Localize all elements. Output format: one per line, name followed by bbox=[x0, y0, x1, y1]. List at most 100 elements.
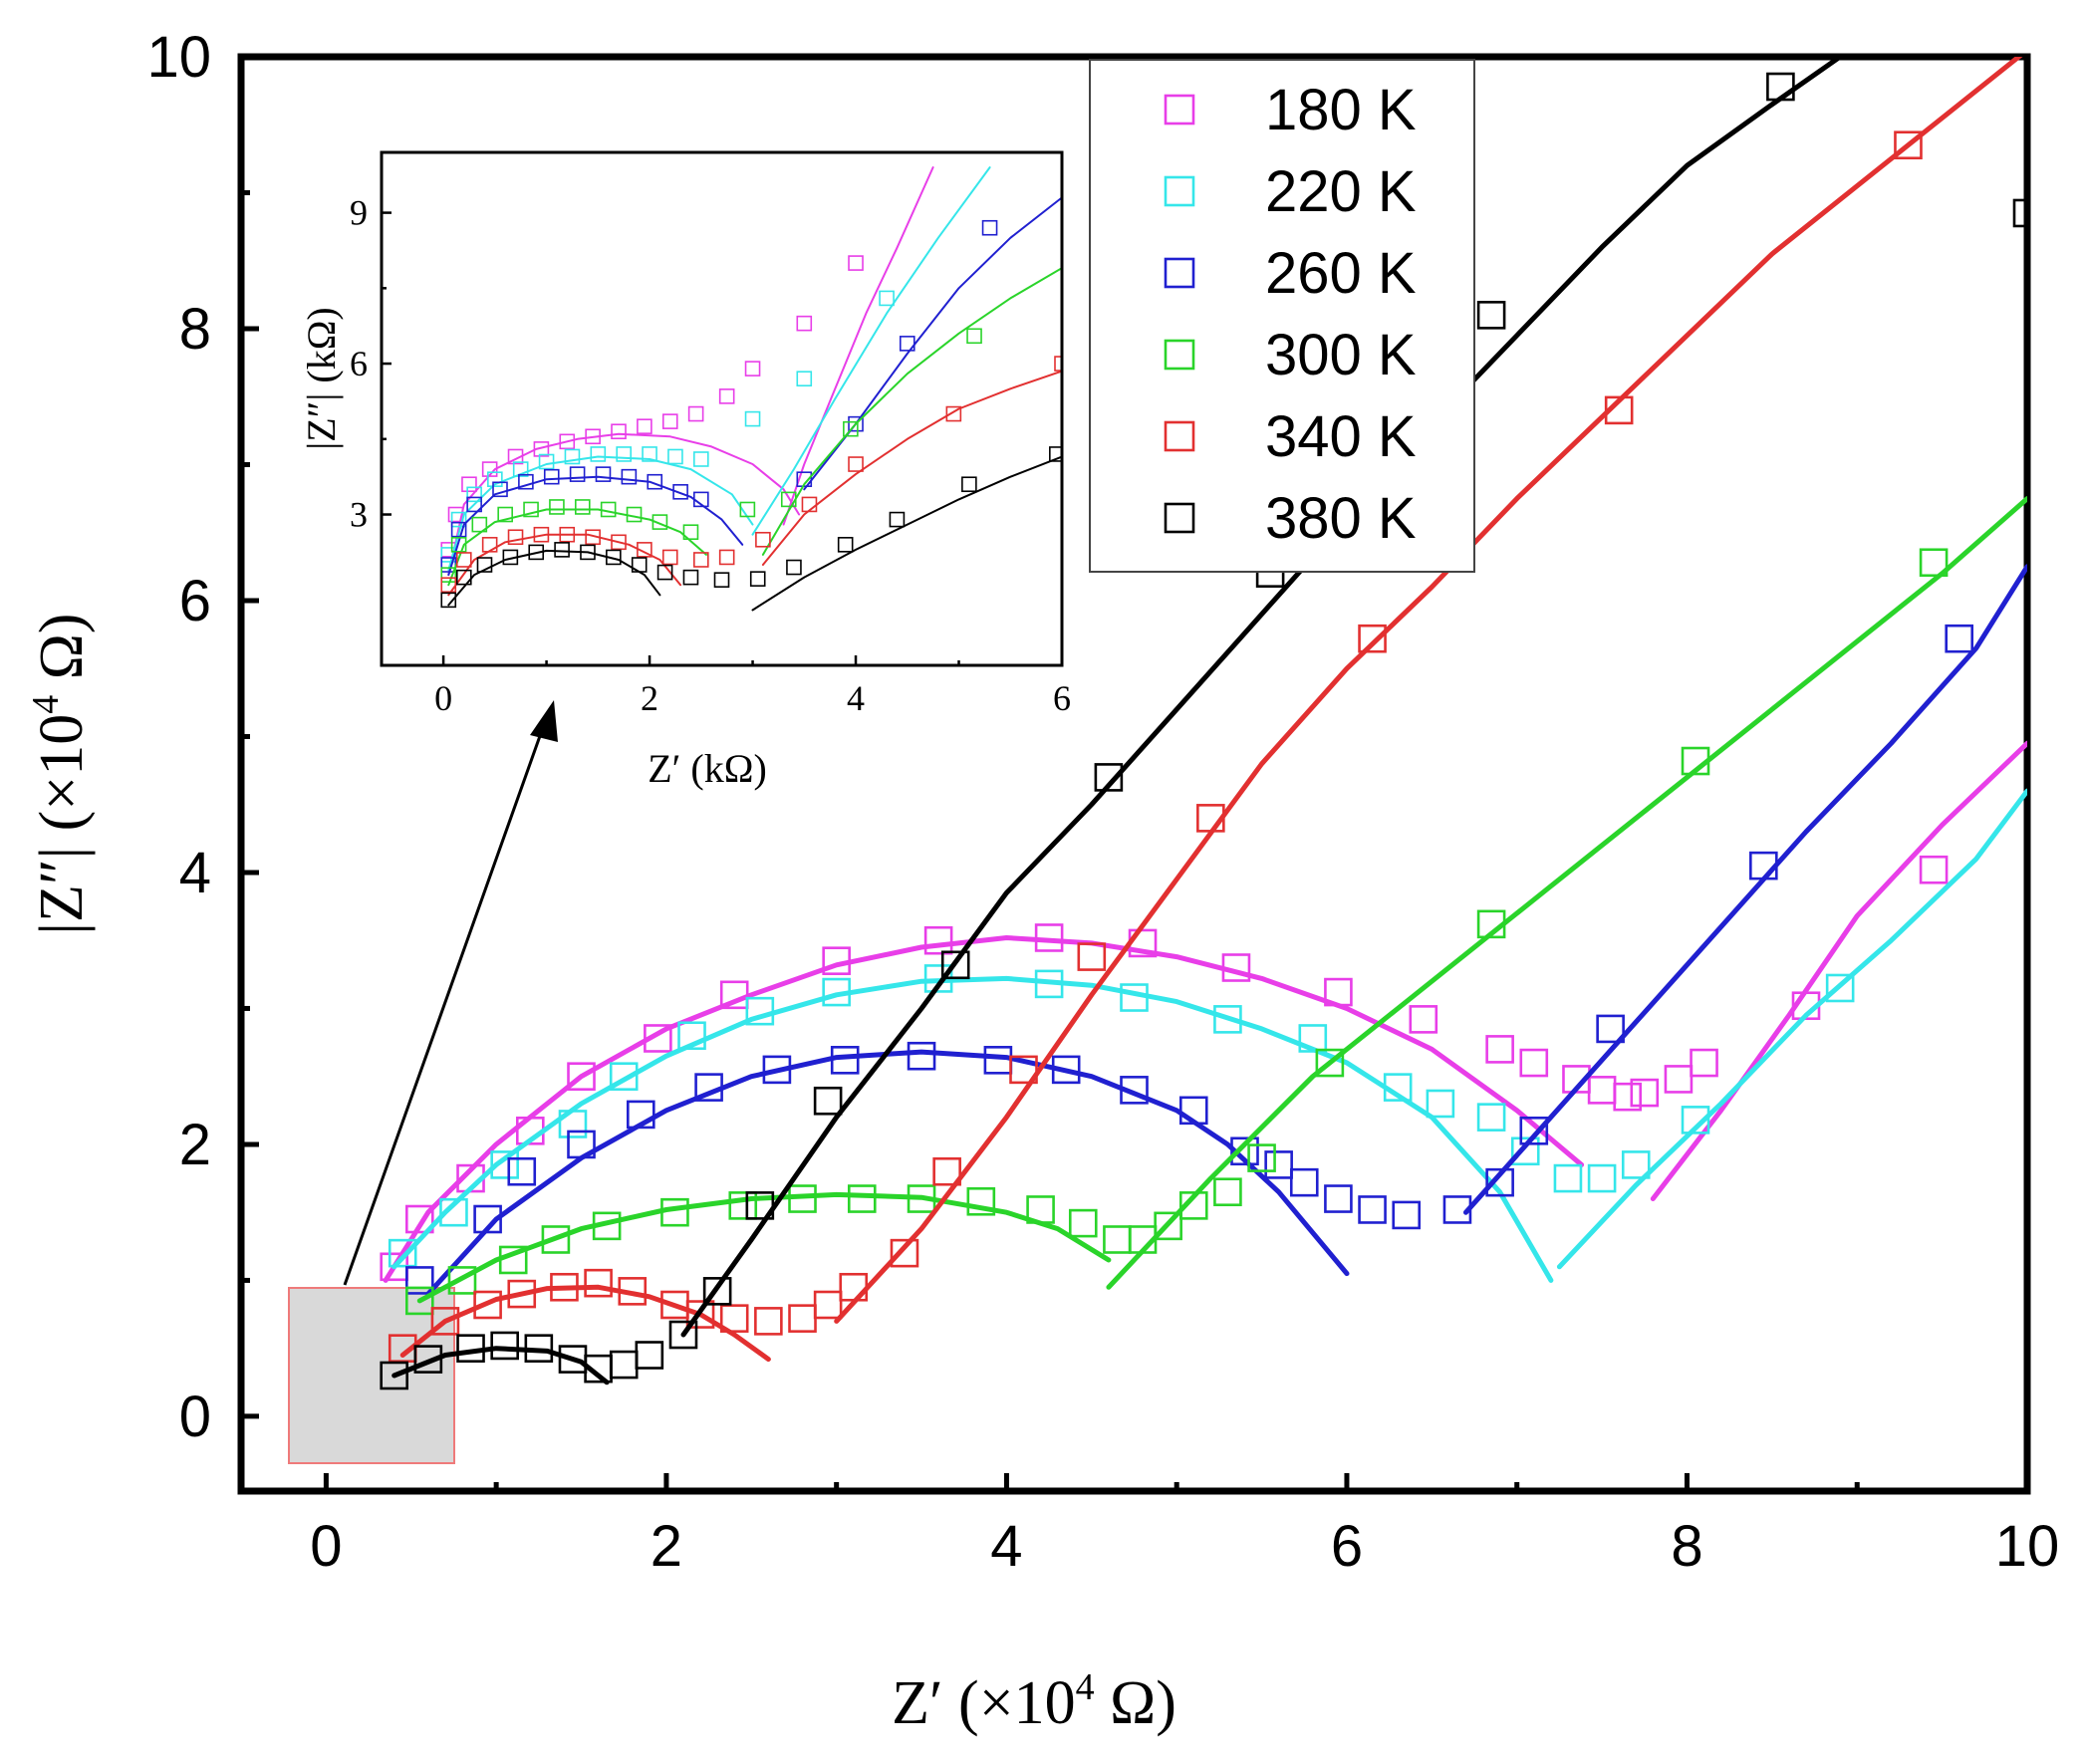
data-point-marker bbox=[507, 1279, 537, 1309]
data-point-marker bbox=[749, 571, 766, 587]
data-point-marker bbox=[1034, 923, 1064, 952]
data-point-marker bbox=[822, 977, 851, 1007]
y-tick-label: 8 bbox=[179, 297, 211, 362]
data-point-marker bbox=[843, 420, 859, 437]
series-300k bbox=[440, 267, 1062, 587]
fit-linear-line bbox=[834, 57, 2023, 1324]
fit-linear-line bbox=[1556, 788, 2027, 1270]
data-point-marker bbox=[549, 499, 565, 515]
fit-linear-line bbox=[761, 267, 1062, 556]
inset-plot: 0 2 4 6 3 6 9 Z′ (kΩ) |Z″| (kΩ) bbox=[299, 150, 1071, 791]
data-point-marker bbox=[564, 448, 581, 465]
data-point-marker bbox=[1178, 1191, 1208, 1220]
data-point-marker bbox=[822, 946, 851, 975]
data-point-marker bbox=[543, 468, 560, 485]
data-point-marker bbox=[694, 1073, 723, 1102]
data-point-marker bbox=[1034, 969, 1064, 999]
data-point-marker bbox=[899, 336, 915, 352]
data-point-marker bbox=[585, 529, 601, 546]
data-point-marker bbox=[1476, 301, 1506, 330]
data-point-marker bbox=[618, 1277, 648, 1306]
data-point-marker bbox=[490, 1331, 519, 1361]
data-point-marker bbox=[1894, 130, 1923, 160]
data-point-marker bbox=[1485, 1035, 1514, 1064]
data-point-marker bbox=[1919, 855, 1949, 884]
series-180k bbox=[440, 166, 934, 577]
legend-item: 180 K bbox=[1164, 78, 1417, 142]
fit-arc-line bbox=[399, 1284, 771, 1363]
data-point-marker bbox=[796, 371, 813, 387]
data-point-marker bbox=[574, 499, 591, 515]
data-point-marker bbox=[1315, 1048, 1345, 1078]
data-point-marker bbox=[631, 557, 648, 573]
legend-box bbox=[1089, 59, 1475, 573]
data-point-marker bbox=[466, 486, 482, 503]
data-point-marker bbox=[672, 484, 688, 500]
data-point-marker bbox=[512, 461, 529, 477]
data-point-marker bbox=[718, 549, 735, 566]
y-tick-label: 2 bbox=[179, 1113, 211, 1177]
fit-linear-line bbox=[761, 370, 1062, 566]
data-point-marker bbox=[1587, 1163, 1617, 1193]
data-point-marker bbox=[1264, 1150, 1293, 1179]
data-point-marker bbox=[440, 577, 457, 594]
data-point-marker bbox=[447, 1266, 477, 1295]
legend-item: 220 K bbox=[1164, 159, 1417, 224]
data-point-marker bbox=[569, 466, 586, 482]
data-point-marker bbox=[1613, 1082, 1643, 1112]
data-point-marker bbox=[481, 537, 498, 553]
data-point-marker bbox=[668, 1320, 698, 1350]
x-tick-label: 4 bbox=[847, 678, 865, 718]
y-tick-label: 6 bbox=[179, 569, 211, 633]
data-point-marker bbox=[528, 544, 545, 561]
data-point-marker bbox=[1476, 1103, 1506, 1132]
y-tick-label: 9 bbox=[350, 193, 368, 233]
fit-linear-line bbox=[1106, 496, 2027, 1290]
legend-label: 180 K bbox=[1265, 78, 1417, 142]
data-point-marker bbox=[439, 1197, 468, 1227]
data-point-marker bbox=[518, 473, 534, 490]
data-point-marker bbox=[626, 1100, 655, 1130]
data-point-marker bbox=[718, 388, 735, 404]
data-point-marker bbox=[440, 592, 457, 609]
data-point-marker bbox=[533, 526, 550, 543]
data-point-marker bbox=[1664, 1065, 1694, 1094]
data-point-marker bbox=[1442, 1195, 1472, 1224]
y-tick-label: 0 bbox=[179, 1385, 211, 1449]
data-point-marker bbox=[590, 446, 607, 462]
fit-linear-line bbox=[751, 455, 1062, 612]
data-point-marker bbox=[1510, 1136, 1540, 1166]
legend-item: 300 K bbox=[1164, 323, 1417, 387]
data-point-marker bbox=[609, 1062, 639, 1091]
data-point-marker bbox=[450, 537, 467, 553]
data-point-marker bbox=[1154, 1211, 1182, 1241]
data-point-marker bbox=[404, 1286, 434, 1316]
data-point-marker bbox=[1358, 1195, 1387, 1224]
data-point-marker bbox=[1630, 1078, 1660, 1108]
data-point-marker bbox=[1919, 548, 1949, 578]
data-point-marker bbox=[830, 1046, 860, 1075]
data-point-marker bbox=[966, 328, 982, 345]
data-point-marker bbox=[682, 524, 699, 541]
data-point-marker bbox=[667, 448, 683, 465]
data-point-marker bbox=[1051, 1055, 1081, 1085]
data-point-marker bbox=[687, 405, 704, 422]
series-340k bbox=[440, 356, 1062, 597]
fit-arc-line bbox=[447, 508, 707, 587]
data-point-marker bbox=[523, 501, 539, 518]
data-point-marker bbox=[1298, 1024, 1328, 1053]
data-point-marker bbox=[413, 1345, 443, 1374]
data-point-marker bbox=[550, 1272, 579, 1302]
x-tick-label: 6 bbox=[1331, 1514, 1363, 1579]
x-tick-label: 4 bbox=[990, 1514, 1022, 1579]
data-point-marker bbox=[693, 552, 709, 568]
series-380k bbox=[440, 446, 1062, 612]
data-point-marker bbox=[940, 950, 970, 980]
main-y-axis-title: |Z″| (×104 Ω) bbox=[25, 614, 96, 935]
series-220k bbox=[388, 788, 2027, 1283]
data-point-marker bbox=[847, 1184, 877, 1213]
main-plot: 0 2 4 6 8 10 0 2 4 6 8 10 bbox=[146, 25, 2059, 1579]
series-220k bbox=[440, 166, 991, 572]
data-point-marker bbox=[1324, 977, 1353, 1007]
